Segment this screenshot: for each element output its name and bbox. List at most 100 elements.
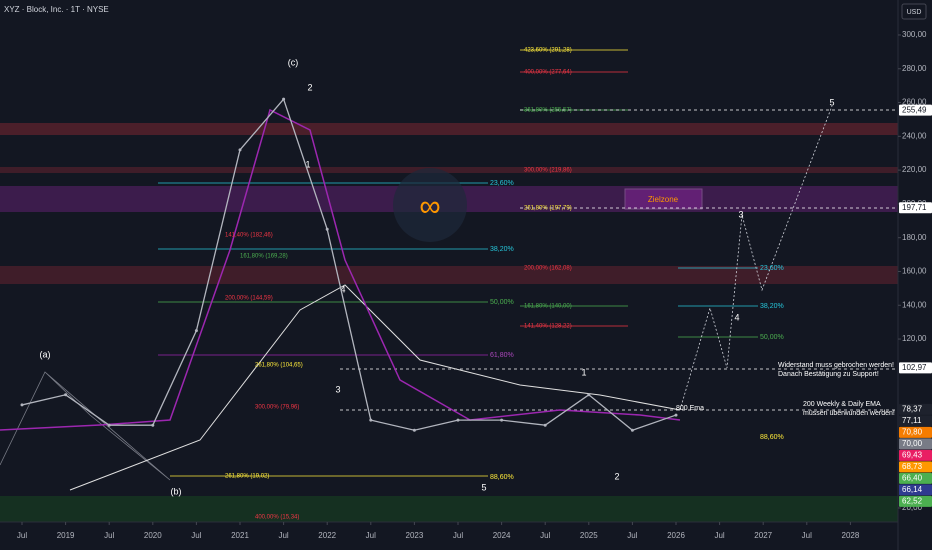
currency[interactable]: USD <box>907 9 922 16</box>
x-tick-label: 2022 <box>318 531 336 540</box>
fib-label: 141,40% (128,22) <box>524 324 572 330</box>
ma-line <box>69 284 681 491</box>
ema-line <box>0 108 681 431</box>
price-tag <box>899 449 932 461</box>
price-tag-label: 78,37 <box>902 404 923 413</box>
logo <box>393 168 467 242</box>
fib-label: 261,80% (19,02) <box>225 474 269 480</box>
price-tag-label: 68,73 <box>902 462 923 471</box>
projection <box>679 105 833 411</box>
y-tick-label: 20,00 <box>902 503 923 512</box>
wave-label: 4 <box>734 312 739 322</box>
x-tick-label: Jul <box>802 531 812 540</box>
price-tag-label: 77,11 <box>902 416 922 425</box>
wave-label: 3 <box>738 209 743 219</box>
note: Widerstand muss gebrochen werden! <box>778 362 894 369</box>
price-point <box>64 393 68 397</box>
zone <box>0 123 898 135</box>
price-line <box>21 97 677 432</box>
y-tick-label: 120,00 <box>902 334 927 343</box>
wave-label: 4 <box>340 284 345 294</box>
x-tick-label: Jul <box>627 531 637 540</box>
x-tick-label: Jul <box>104 531 114 540</box>
price-tag <box>899 362 932 374</box>
price-tag-label: 62,52 <box>902 496 923 505</box>
price-point <box>456 418 460 422</box>
y-tick-label: 180,00 <box>902 233 927 242</box>
fib-label: 88,60% <box>490 474 514 481</box>
wave-label: 3 <box>335 384 340 394</box>
fib-label: 423,60% (291,28) <box>524 48 572 54</box>
price-point <box>630 428 634 432</box>
price-tag <box>899 426 932 438</box>
y-tick-label: 240,00 <box>902 131 927 140</box>
price-tag <box>899 438 932 450</box>
zone <box>0 266 898 284</box>
x-tick-label: 2020 <box>144 531 162 540</box>
y-tick-label: 300,00 <box>902 30 927 39</box>
note: müssen überwunden werden! <box>803 410 895 417</box>
zone-label: Zielzone <box>648 195 679 204</box>
x-tick-label: 2025 <box>580 531 598 540</box>
price-point <box>238 148 242 152</box>
x-tick-label: 2021 <box>231 531 249 540</box>
price-point <box>500 418 504 422</box>
price-point <box>194 329 198 333</box>
price-tag <box>899 472 932 484</box>
fib-label: 23,60% <box>490 180 514 187</box>
price-point <box>543 423 547 427</box>
price-tag <box>899 104 932 116</box>
price-point <box>282 97 286 101</box>
price-tag-label: 197,71 <box>902 203 927 212</box>
price-point <box>587 393 591 397</box>
price-tag-label: 69,43 <box>902 450 923 459</box>
y-tick-label: 140,00 <box>902 300 927 309</box>
note: Danach Bestätigung zu Support! <box>778 371 879 378</box>
zone <box>0 496 898 522</box>
price-tag-label: 70,00 <box>902 439 923 448</box>
price-tag-label: 102,97 <box>902 363 927 372</box>
fib-label: 23,60% <box>760 265 784 272</box>
currency-box[interactable] <box>901 3 927 20</box>
fib-label: 200,00% (162,08) <box>524 266 572 272</box>
waves: (a) (b) (c) 2 1 3 4 5 1 2 3 4 5 <box>40 57 835 496</box>
fib-label: 50,00% <box>490 299 514 306</box>
fib-label: 61,80% <box>490 352 514 359</box>
fib-label: 141,40% (182,46) <box>225 233 273 239</box>
price-point <box>20 403 24 407</box>
wave-label: 1 <box>305 159 310 169</box>
fib-label: 50,00% <box>760 334 784 341</box>
x-tick-label: Jul <box>540 531 550 540</box>
fib-label: 38,20% <box>490 246 514 253</box>
price-tag-label: 66,40 <box>902 473 923 482</box>
zones: ∞ <box>0 49 898 522</box>
fib-label: 88,60% <box>760 434 784 441</box>
fib-label: 38,20% <box>760 303 784 310</box>
x-tick-label: Jul <box>17 531 27 540</box>
price-point <box>107 423 111 427</box>
price-point <box>151 423 155 427</box>
wave-label: 5 <box>829 97 834 107</box>
fib-label: 161,80% (140,00) <box>524 304 572 310</box>
wave-label: (c) <box>288 57 299 67</box>
x-tick-label: Jul <box>453 531 463 540</box>
zone <box>0 167 898 173</box>
fib-label: 300,00% (219,86) <box>524 168 572 174</box>
price-tag <box>899 495 932 507</box>
wave-label: 2 <box>614 471 619 481</box>
price-tag <box>899 202 932 214</box>
x-tick-label: Jul <box>366 531 376 540</box>
x-tick-label: 2026 <box>667 531 685 540</box>
fib-label: 361,80% (255,57) <box>524 108 572 114</box>
price-point <box>325 227 329 231</box>
wave-label: 2 <box>307 82 312 92</box>
x-tick-label: Jul <box>191 531 201 540</box>
wave-label: 5 <box>481 482 486 492</box>
price-tag-label: 70,80 <box>902 427 923 436</box>
fib-label: 261,80% (104,65) <box>255 363 303 369</box>
fib-label: 300,00% (79,96) <box>255 405 299 411</box>
fib-label: 400,00% (15,34) <box>255 515 299 521</box>
y-tick-label: 280,00 <box>902 64 927 73</box>
y-tick-label: 260,00 <box>902 98 927 107</box>
